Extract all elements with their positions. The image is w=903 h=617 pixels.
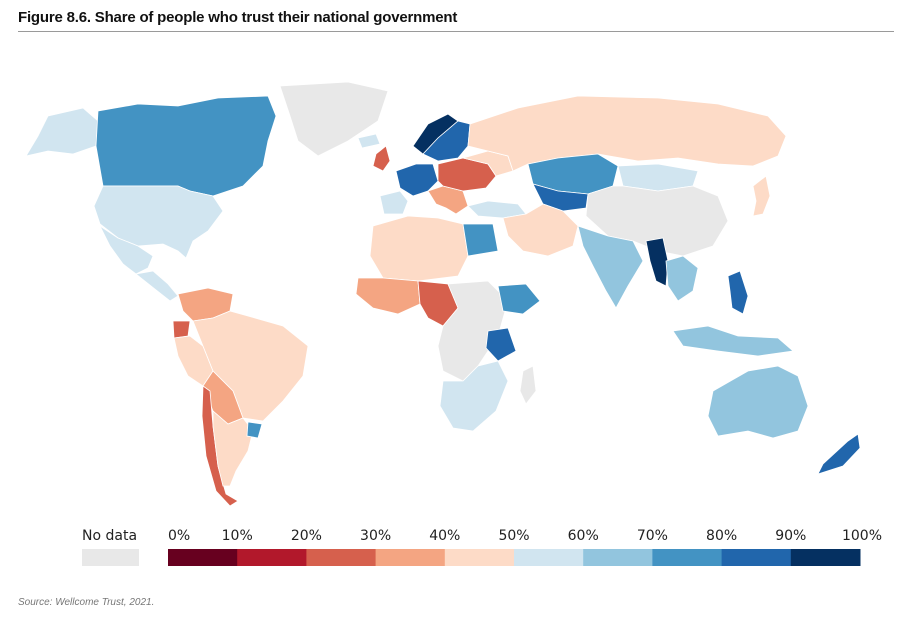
- legend-bin-80-90%: [721, 549, 792, 566]
- source-note: Source: Wellcome Trust, 2021.: [18, 597, 155, 608]
- legend-bin-70-80%: [652, 549, 723, 566]
- region-tanzania: [485, 327, 517, 362]
- legend-bin-90-100%: [790, 549, 861, 566]
- region-japan: [752, 175, 771, 217]
- legend-bin-10-20%: [237, 549, 307, 566]
- region-philippines: [727, 270, 749, 315]
- region-russia: [467, 95, 787, 172]
- legend-tick-label: 100%: [842, 528, 882, 544]
- legend-bin-40-50%: [444, 549, 515, 566]
- legend-bin-20-30%: [306, 549, 377, 566]
- region-north-africa: [369, 215, 469, 282]
- region-australia: [707, 365, 809, 439]
- legend-bin-60-70%: [583, 549, 653, 566]
- legend-no-data-label: No data: [82, 528, 137, 544]
- map-panel: No data 0% 10% 20% 30% 40% 50% 60% 70% 80% 90% 100…: [18, 46, 894, 584]
- region-usa: [93, 185, 224, 259]
- region-mexico: [98, 224, 154, 275]
- region-ethiopia: [497, 283, 541, 315]
- legend-tick-label: 90%: [775, 528, 806, 544]
- legend-no-data-swatch: [82, 549, 139, 566]
- region-new-zealand: [817, 433, 861, 475]
- region-greenland: [279, 81, 389, 157]
- legend: No data 0% 10% 20% 30% 40% 50% 60% 70% 80% 90% 100…: [82, 528, 882, 566]
- legend-bin-50-60%: [514, 549, 584, 566]
- title-divider: [18, 31, 894, 32]
- region-iceland: [357, 133, 381, 149]
- region-chile: [201, 385, 239, 507]
- region-central-america: [135, 270, 179, 302]
- region-western-europe: [395, 163, 439, 197]
- legend-bin-30-40%: [375, 549, 446, 566]
- region-uk-ireland: [372, 145, 391, 172]
- legend-tick-label: 50%: [498, 528, 529, 544]
- legend-tick-label: 10%: [222, 528, 253, 544]
- region-west-africa: [355, 277, 421, 315]
- figure-title: Figure 8.6. Share of people who trust th…: [18, 9, 458, 26]
- region-thailand-vietnam: [665, 255, 699, 302]
- legend-tick-label: 20%: [291, 528, 322, 544]
- legend-bins: [168, 549, 861, 566]
- region-indonesia: [672, 325, 794, 357]
- region-iran-arabia: [502, 203, 579, 257]
- legend-tick-label: 30%: [360, 528, 391, 544]
- country-shapes: [25, 81, 861, 507]
- region-ecuador: [172, 320, 191, 339]
- legend-tick-label: 40%: [429, 528, 460, 544]
- region-egypt: [462, 223, 499, 257]
- region-uruguay: [246, 421, 263, 439]
- region-iberia: [379, 190, 409, 215]
- world-map: No data 0% 10% 20% 30% 40% 50% 60% 70% 80% 90% 100…: [18, 46, 894, 584]
- legend-bin-0-10%: [168, 549, 238, 566]
- region-india: [577, 225, 644, 309]
- region-alaska: [25, 107, 99, 157]
- legend-tick-label: 80%: [706, 528, 737, 544]
- legend-tick-label: 60%: [568, 528, 599, 544]
- legend-tick-labels: 0% 10% 20% 30% 40% 50% 60% 70% 80% 90% 100%: [168, 528, 882, 544]
- region-southern-africa: [439, 360, 509, 432]
- region-myanmar: [645, 237, 669, 287]
- region-argentina: [212, 410, 254, 487]
- region-madagascar: [519, 365, 537, 405]
- legend-tick-label: 0%: [168, 528, 190, 544]
- legend-tick-label: 70%: [637, 528, 668, 544]
